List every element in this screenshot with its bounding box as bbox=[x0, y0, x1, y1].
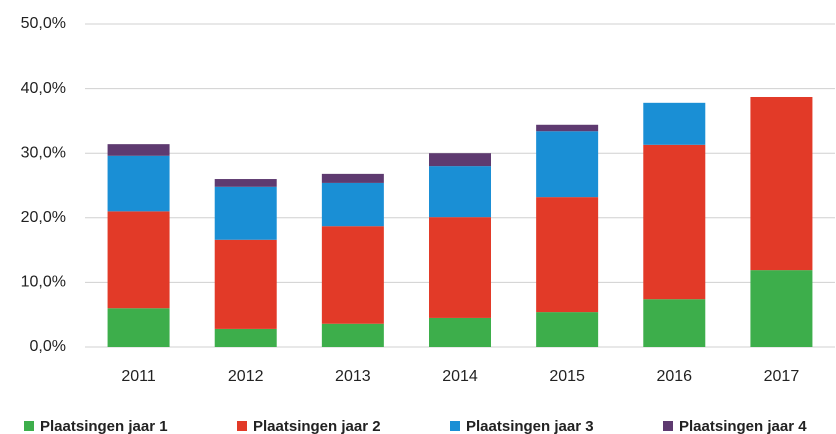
bar-segment bbox=[536, 124, 599, 132]
x-tick-label: 2014 bbox=[442, 368, 478, 385]
bar-segment bbox=[214, 179, 277, 187]
bar-segment bbox=[429, 317, 491, 347]
legend-swatch bbox=[663, 421, 673, 431]
bar-segment bbox=[321, 226, 384, 324]
legend-label: Plaatsingen jaar 3 bbox=[466, 418, 594, 434]
y-tick-label: 40,0% bbox=[21, 80, 66, 97]
bar-segment bbox=[536, 312, 599, 347]
bar-segment bbox=[214, 328, 277, 347]
legend-swatch bbox=[24, 421, 34, 431]
bar-segment bbox=[107, 211, 170, 309]
y-tick-label: 10,0% bbox=[21, 274, 66, 291]
bar-segment bbox=[214, 186, 277, 240]
bar-segment bbox=[429, 217, 491, 318]
legend-label: Plaatsingen jaar 2 bbox=[253, 418, 381, 434]
bar-segment bbox=[214, 239, 277, 329]
bar-segment bbox=[536, 197, 599, 313]
legend-label: Plaatsingen jaar 4 bbox=[679, 418, 807, 434]
bar-segment bbox=[107, 144, 170, 156]
x-tick-label: 2017 bbox=[764, 368, 800, 385]
legend-label: Plaatsingen jaar 1 bbox=[40, 418, 168, 434]
bar-segment bbox=[107, 308, 170, 347]
bar-segment bbox=[643, 102, 706, 145]
bar-segment bbox=[107, 155, 170, 212]
legend-swatch bbox=[450, 421, 460, 431]
x-tick-label: 2016 bbox=[656, 368, 692, 385]
bar-segment bbox=[750, 270, 813, 347]
y-tick-label: 0,0% bbox=[30, 338, 66, 355]
bar-segment bbox=[643, 299, 706, 347]
y-tick-label: 20,0% bbox=[21, 209, 66, 226]
bar-segment bbox=[750, 96, 813, 271]
bar-segment bbox=[321, 323, 384, 347]
y-tick-label: 50,0% bbox=[21, 15, 66, 32]
bar-segment bbox=[429, 166, 491, 218]
x-tick-label: 2013 bbox=[335, 368, 371, 385]
x-tick-label: 2015 bbox=[549, 368, 585, 385]
y-tick-label: 30,0% bbox=[21, 144, 66, 161]
x-tick-label: 2011 bbox=[121, 368, 156, 385]
x-tick-label: 2012 bbox=[228, 368, 264, 385]
bar-segment bbox=[429, 153, 491, 167]
bar-segment bbox=[643, 144, 706, 300]
legend-swatch bbox=[237, 421, 247, 431]
bar-segment bbox=[536, 131, 599, 198]
bar-segment bbox=[321, 173, 384, 183]
bar-segment bbox=[321, 182, 384, 227]
